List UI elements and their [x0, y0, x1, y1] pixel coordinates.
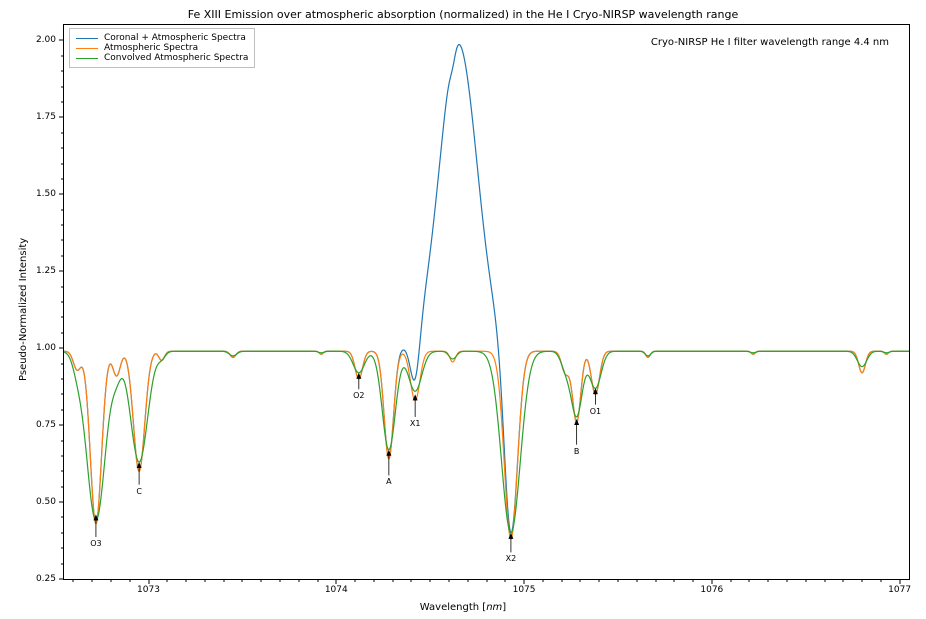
y-tick-label: 1.75	[36, 112, 56, 122]
legend-swatch	[76, 38, 98, 39]
y-tick	[59, 425, 64, 426]
plot-area: Coronal + Atmospheric SpectraAtmospheric…	[63, 24, 910, 580]
x-tick	[524, 579, 525, 584]
y-tick-label: 0.50	[36, 497, 56, 507]
y-tick	[59, 579, 64, 580]
chart-svg	[64, 25, 909, 579]
y-axis-label: Pseudo-Normalized Intensity	[18, 238, 29, 381]
y-tick-label: 1.00	[36, 343, 56, 353]
legend-swatch	[76, 48, 98, 49]
series-coronal	[64, 45, 909, 533]
y-tick	[59, 502, 64, 503]
annotation-arrowhead	[574, 419, 579, 425]
legend-label: Coronal + Atmospheric Spectra	[104, 33, 246, 43]
annotation-label: O1	[590, 407, 601, 416]
series-atmospheric	[64, 351, 909, 539]
x-tick-label: 1073	[137, 585, 160, 595]
x-tick	[336, 579, 337, 584]
y-tick	[59, 271, 64, 272]
x-tick-label: 1075	[513, 585, 536, 595]
legend-swatch	[76, 58, 98, 59]
annotation-label: O2	[353, 391, 364, 400]
legend-item: Coronal + Atmospheric Spectra	[76, 33, 248, 43]
y-tick	[59, 348, 64, 349]
annotation-label: O3	[90, 539, 101, 548]
y-tick-label: 1.50	[36, 189, 56, 199]
y-tick	[59, 117, 64, 118]
legend-label: Convolved Atmospheric Spectra	[104, 53, 248, 63]
x-axis-label: Wavelength [nm]	[0, 602, 926, 613]
annotation-label: B	[574, 447, 580, 456]
annotation-label: X1	[410, 419, 421, 428]
annotation-label: A	[386, 477, 391, 486]
x-tick-label: 1076	[700, 585, 723, 595]
y-tick-label: 2.00	[36, 35, 56, 45]
x-tick	[148, 579, 149, 584]
legend-item: Convolved Atmospheric Spectra	[76, 53, 248, 63]
filter-range-label: Cryo-NIRSP He I filter wavelength range …	[651, 37, 889, 48]
y-tick	[59, 194, 64, 195]
legend: Coronal + Atmospheric SpectraAtmospheric…	[69, 28, 255, 68]
y-tick-label: 0.25	[36, 574, 56, 584]
annotation-label: C	[136, 487, 142, 496]
legend-item: Atmospheric Spectra	[76, 43, 248, 53]
x-tick	[711, 579, 712, 584]
x-tick	[899, 579, 900, 584]
y-tick-label: 0.75	[36, 420, 56, 430]
y-tick	[59, 40, 64, 41]
x-tick-label: 1077	[888, 585, 911, 595]
legend-label: Atmospheric Spectra	[104, 43, 198, 53]
y-tick-label: 1.25	[36, 266, 56, 276]
series-convolved	[64, 351, 909, 533]
figure: Fe XIII Emission over atmospheric absorp…	[0, 0, 926, 619]
x-tick-label: 1074	[325, 585, 348, 595]
chart-title: Fe XIII Emission over atmospheric absorp…	[0, 8, 926, 21]
annotation-label: X2	[506, 554, 517, 563]
